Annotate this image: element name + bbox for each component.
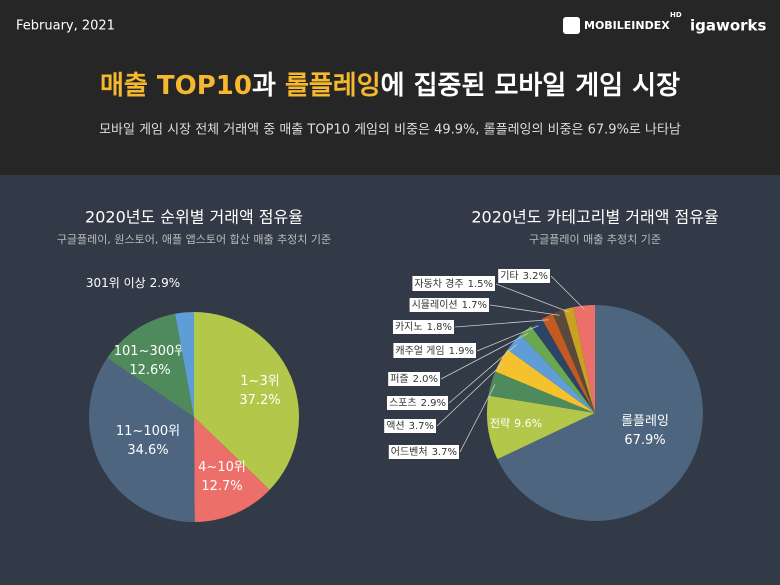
label-bg xyxy=(388,445,459,459)
slice-category: 전략 xyxy=(490,417,510,430)
chart-title: 2020년도 카테고리별 거래액 점유율 xyxy=(471,208,718,227)
slice-label: 전략 9.6% xyxy=(490,417,542,430)
header-band xyxy=(0,0,780,175)
pie-slice xyxy=(507,334,595,413)
slice-label: 기타 3.2% xyxy=(500,270,548,282)
pie-slice xyxy=(88,357,195,522)
subtitle: 모바일 게임 시장 전체 거래액 중 매출 TOP10 게임의 비중은 49.9… xyxy=(99,123,681,138)
label-bg xyxy=(384,419,436,433)
slice-label: 어드벤처 3.7% xyxy=(391,446,457,458)
slice-value: 3.2% xyxy=(523,271,548,282)
label-bg xyxy=(386,396,448,410)
pie-slice xyxy=(487,395,595,460)
slice-category: 어드벤처 xyxy=(391,446,428,458)
slice-label: 1~3위 37.2% xyxy=(239,374,280,408)
label-bg xyxy=(409,298,489,312)
leader-line xyxy=(454,319,549,328)
pie-slice xyxy=(541,313,595,413)
pie-slice xyxy=(194,312,299,490)
slice-value: 3.7% xyxy=(432,447,457,458)
title-part: 매출 TOP10 xyxy=(100,71,252,101)
slice-category: 11~100위 xyxy=(116,424,180,439)
title-part: 에 집중된 모바일 게임 시장 xyxy=(381,71,680,101)
pie-slice xyxy=(488,371,595,413)
slice-value: 1.7% xyxy=(462,300,487,311)
slice-label: 4~10위 12.7% xyxy=(198,460,246,494)
chart-subtitle: 구글플레이, 원스토어, 애플 앱스토어 합산 매출 추정치 기준 xyxy=(57,233,331,246)
pie-slice xyxy=(530,319,595,413)
chart-subtitle: 구글플레이 매출 추정치 기준 xyxy=(529,233,661,246)
slice-value: 1.8% xyxy=(427,322,452,333)
slice-category: 액션 xyxy=(386,420,404,432)
slice-value: 1.5% xyxy=(468,279,493,290)
pie-slice xyxy=(497,305,703,521)
leader-line xyxy=(495,283,570,313)
slice-category: 스포츠 xyxy=(389,397,417,409)
slice-value: 2.9% xyxy=(421,398,446,409)
logo-main: MOBILEINDEX xyxy=(584,19,670,32)
slice-value: 3.7% xyxy=(409,421,434,432)
slice-label: 자동차 경주 1.5% xyxy=(414,277,493,290)
leader-line xyxy=(476,325,539,352)
leader-line xyxy=(436,361,505,427)
slice-label: 시뮬레이션 1.7% xyxy=(412,299,487,311)
logo-brand: igaworks xyxy=(690,17,767,35)
leader-line xyxy=(448,344,517,404)
slice-label: 액션 3.7% xyxy=(386,420,434,432)
title-part: 롤플레잉 xyxy=(285,71,381,101)
slice-value: 1.9% xyxy=(449,346,474,357)
slice-label: 301위 이상 2.9% xyxy=(86,276,180,290)
pie-slice xyxy=(107,313,194,417)
slice-value: 67.9% xyxy=(624,433,665,448)
slice-category: 101~300위 xyxy=(114,344,186,359)
slice-category: 시뮬레이션 xyxy=(412,299,458,311)
slice-category: 롤플레잉 xyxy=(621,414,669,429)
pie-slice xyxy=(194,417,270,522)
leader-line xyxy=(459,384,496,453)
label-bg xyxy=(498,269,550,283)
slice-value: 2.0% xyxy=(413,374,438,385)
leader-line xyxy=(550,275,585,310)
pie-slice xyxy=(573,305,595,413)
slice-category: 자동차 경주 xyxy=(414,277,463,290)
slice-category: 1~3위 xyxy=(240,374,279,389)
slice-category: 카지노 xyxy=(395,321,423,333)
pie-slice xyxy=(552,309,595,413)
slice-category: 퍼즐 xyxy=(390,373,408,385)
logo-icon xyxy=(563,17,580,34)
slice-label: 퍼즐 2.0% xyxy=(390,373,438,385)
slice-label: 캐주얼 게임 1.9% xyxy=(395,344,474,357)
leader-line xyxy=(440,332,529,380)
slice-value: 9.6% xyxy=(514,417,542,430)
chart-title: 2020년도 순위별 거래액 점유율 xyxy=(85,208,303,227)
title-part: 과 xyxy=(252,71,285,101)
slice-value: 34.6% xyxy=(127,443,168,458)
logo-badge: HD xyxy=(670,11,682,19)
slice-value: 37.2% xyxy=(239,393,280,408)
label-bg xyxy=(392,320,454,334)
label-bg xyxy=(393,343,476,358)
pie-slice xyxy=(520,326,595,413)
slice-category: 301위 이상 xyxy=(86,276,146,290)
slice-label: 스포츠 2.9% xyxy=(389,397,446,409)
slice-category: 4~10위 xyxy=(198,460,246,475)
date: February, 2021 xyxy=(16,19,115,34)
title: 매출 TOP10과 롤플레잉에 집중된 모바일 게임 시장 xyxy=(100,71,680,101)
pie-slice xyxy=(174,312,194,417)
label-bg xyxy=(388,372,440,386)
slice-label: 카지노 1.8% xyxy=(395,321,452,333)
slice-value: 12.6% xyxy=(129,363,170,378)
pie-slice xyxy=(563,307,595,413)
slice-label: 101~300위 12.6% xyxy=(114,344,186,378)
slice-label: 11~100위 34.6% xyxy=(116,424,180,458)
slice-value: 12.7% xyxy=(201,479,242,494)
leader-line xyxy=(489,304,560,316)
slice-value: 2.9% xyxy=(150,276,181,290)
slice-category: 캐주얼 게임 xyxy=(395,344,444,357)
slice-label: 롤플레잉 67.9% xyxy=(621,414,669,448)
pie-slice xyxy=(495,349,595,413)
label-bg xyxy=(412,276,495,291)
slice-category: 기타 xyxy=(500,270,518,282)
